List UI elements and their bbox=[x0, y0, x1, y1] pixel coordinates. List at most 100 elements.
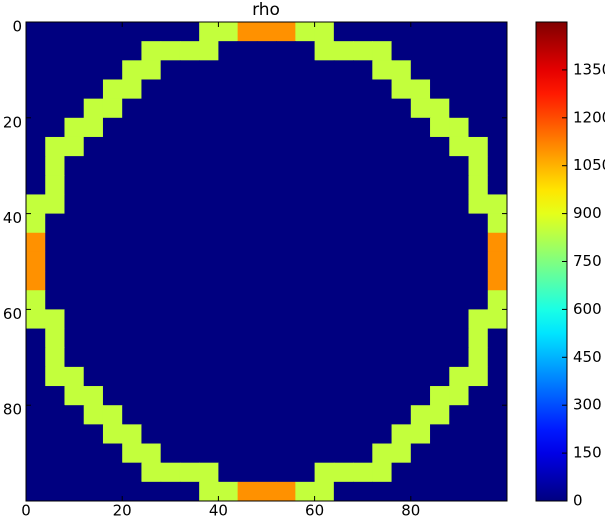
heatmap-cell bbox=[83, 366, 104, 387]
heatmap-cell bbox=[45, 366, 65, 387]
heatmap-cell bbox=[314, 22, 335, 42]
heatmap-cell bbox=[102, 290, 123, 310]
heatmap-cell bbox=[45, 117, 65, 138]
heatmap-cell bbox=[199, 98, 219, 119]
heatmap-cell bbox=[160, 386, 181, 406]
heatmap-cell bbox=[487, 462, 508, 483]
heatmap-cell bbox=[410, 117, 431, 138]
heatmap-cell bbox=[430, 481, 450, 502]
heatmap-cell bbox=[45, 136, 65, 157]
heatmap-cell bbox=[26, 41, 46, 61]
heatmap-cell bbox=[372, 98, 393, 119]
heatmap-cell bbox=[237, 462, 258, 483]
heatmap-cell bbox=[102, 22, 123, 42]
heatmap-cell bbox=[449, 156, 470, 176]
heatmap-cell bbox=[295, 60, 316, 80]
heatmap-cell bbox=[122, 79, 142, 100]
heatmap-cell bbox=[295, 481, 316, 502]
heatmap-cell bbox=[372, 60, 393, 80]
heatmap-cell bbox=[391, 290, 412, 310]
heatmap-cell bbox=[45, 213, 65, 234]
heatmap-cell bbox=[468, 22, 489, 42]
heatmap-cell bbox=[391, 309, 412, 330]
heatmap-cell bbox=[391, 251, 412, 272]
heatmap-cell bbox=[333, 136, 354, 157]
heatmap-cell bbox=[449, 117, 470, 138]
heatmap-cell bbox=[218, 232, 239, 253]
heatmap-cell bbox=[102, 328, 123, 349]
heatmap-cell bbox=[487, 271, 508, 291]
heatmap-cell bbox=[26, 117, 46, 138]
heatmap-cell bbox=[295, 194, 316, 215]
heatmap-cell bbox=[160, 366, 181, 387]
heatmap-cell bbox=[141, 117, 162, 138]
heatmap-cell bbox=[353, 328, 373, 349]
heatmap-cell bbox=[26, 98, 46, 119]
heatmap-cell bbox=[102, 405, 123, 425]
heatmap-cell bbox=[295, 366, 316, 387]
heatmap-cell bbox=[295, 271, 316, 291]
heatmap-cell bbox=[430, 309, 450, 330]
heatmap-cell bbox=[468, 366, 489, 387]
heatmap-cell bbox=[26, 366, 46, 387]
heatmap-cell bbox=[26, 424, 46, 445]
heatmap-cell bbox=[83, 156, 104, 176]
heatmap-cell bbox=[179, 156, 200, 176]
heatmap-cell bbox=[102, 156, 123, 176]
heatmap-cell bbox=[430, 251, 450, 272]
heatmap-cell bbox=[449, 386, 470, 406]
x-tick-label: 20 bbox=[113, 502, 132, 519]
heatmap-cell bbox=[372, 175, 393, 195]
heatmap-cell bbox=[333, 443, 354, 464]
heatmap-cell bbox=[391, 136, 412, 157]
heatmap-cell bbox=[333, 98, 354, 119]
heatmap-cell bbox=[26, 309, 46, 330]
heatmap-cell bbox=[372, 213, 393, 234]
heatmap-cell bbox=[276, 117, 296, 138]
heatmap-cell bbox=[83, 405, 104, 425]
heatmap-cell bbox=[160, 443, 181, 464]
heatmap-cell bbox=[256, 309, 277, 330]
heatmap-cell bbox=[199, 156, 219, 176]
heatmap-cell bbox=[83, 136, 104, 157]
heatmap-cell bbox=[353, 347, 373, 368]
heatmap-cell bbox=[276, 481, 296, 502]
heatmap-cell bbox=[218, 309, 239, 330]
heatmap-cell bbox=[468, 175, 489, 195]
heatmap-cell bbox=[102, 117, 123, 138]
heatmap-cell bbox=[276, 366, 296, 387]
heatmap-cell bbox=[333, 405, 354, 425]
colorbar-tick-label: 600 bbox=[573, 300, 602, 318]
heatmap-cell bbox=[410, 386, 431, 406]
y-tick-label: 60 bbox=[3, 305, 22, 323]
x-tick-label: 80 bbox=[401, 502, 420, 519]
heatmap-cell bbox=[45, 271, 65, 291]
heatmap-cell bbox=[45, 328, 65, 349]
heatmap-cell bbox=[333, 481, 354, 502]
heatmap-cell bbox=[256, 79, 277, 100]
heatmap-cell bbox=[218, 347, 239, 368]
heatmap-cell bbox=[26, 213, 46, 234]
heatmap-cell bbox=[276, 156, 296, 176]
heatmap-cell bbox=[218, 117, 239, 138]
heatmap-cell bbox=[276, 386, 296, 406]
heatmap-cell bbox=[391, 41, 412, 61]
heatmap-cell bbox=[333, 309, 354, 330]
heatmap-cell bbox=[487, 60, 508, 80]
heatmap-cell bbox=[449, 443, 470, 464]
heatmap-cell bbox=[391, 405, 412, 425]
heatmap-cell bbox=[256, 117, 277, 138]
heatmap-cell bbox=[122, 22, 142, 42]
heatmap-cell bbox=[295, 443, 316, 464]
heatmap-cell bbox=[449, 213, 470, 234]
heatmap-cell bbox=[237, 136, 258, 157]
heatmap-cell bbox=[314, 156, 335, 176]
heatmap-cell bbox=[26, 443, 46, 464]
heatmap-cell bbox=[26, 22, 46, 42]
heatmap-cell bbox=[237, 443, 258, 464]
heatmap-cell bbox=[218, 462, 239, 483]
heatmap-cell bbox=[314, 290, 335, 310]
heatmap-cell bbox=[83, 60, 104, 80]
heatmap-cell bbox=[141, 462, 162, 483]
heatmap-cell bbox=[179, 309, 200, 330]
